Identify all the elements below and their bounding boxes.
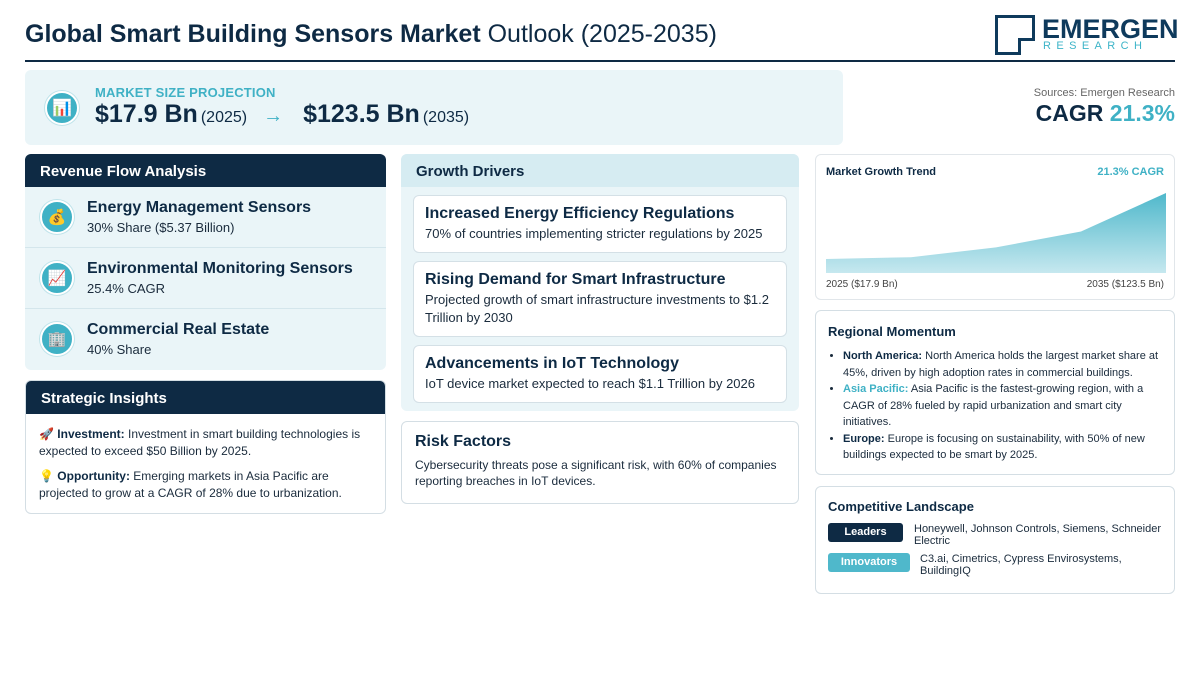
- projection-label: MARKET SIZE PROJECTION: [95, 85, 276, 100]
- x-tick-end: 2035 ($123.5 Bn): [1086, 279, 1164, 290]
- regional-momentum-panel: Regional Momentum North America: North A…: [815, 310, 1175, 475]
- competitive-landscape-panel: Competitive Landscape Leaders Honeywell,…: [815, 486, 1175, 594]
- arrow-right-icon: →: [263, 105, 284, 127]
- revenue-item: 💰 Energy Management Sensors 30% Share ($…: [25, 187, 386, 248]
- sources-text: Sources: Emergen Research: [1033, 87, 1175, 99]
- region-item: Europe: Europe is focusing on sustainabi…: [843, 431, 1162, 464]
- insight-label: Opportunity:: [57, 469, 130, 483]
- insight-text: Emerging markets in Asia Pacific are pro…: [39, 469, 342, 500]
- revenue-flow-title: Revenue Flow Analysis: [25, 154, 386, 187]
- leaders-list: Honeywell, Johnson Controls, Siemens, Sc…: [914, 523, 1162, 547]
- revenue-flow-panel: Revenue Flow Analysis 💰 Energy Managemen…: [25, 154, 386, 370]
- start-value: $17.9 Bn: [95, 100, 198, 128]
- driver-text: Projected growth of smart infrastructure…: [425, 292, 769, 325]
- building-icon: 🏢: [40, 322, 74, 356]
- driver-card: Advancements in IoT Technology IoT devic…: [413, 345, 787, 403]
- revenue-item-name: Commercial Real Estate: [87, 321, 270, 338]
- driver-text: 70% of countries implementing stricter r…: [425, 226, 763, 241]
- risk-factors-text: Cybersecurity threats pose a significant…: [415, 458, 777, 488]
- title-bold: Global Smart Building Sensors Market: [25, 20, 481, 48]
- risk-factors-title: Risk Factors: [415, 433, 512, 450]
- cagr-value: 21.3%: [1109, 100, 1175, 126]
- chart-title: Market Growth Trend: [826, 166, 937, 178]
- money-bag-icon: 💰: [40, 200, 74, 234]
- insight-text: Investment in smart building technologie…: [39, 427, 361, 458]
- region-text: Europe is focusing on sustainability, wi…: [843, 432, 1145, 462]
- header: Global Smart Building Sensors Market Out…: [25, 12, 1179, 62]
- market-growth-trend-chart: Market Growth Trend 21.3% CAGR 2025 ($17…: [815, 154, 1175, 300]
- revenue-item: 📈 Environmental Monitoring Sensors 25.4%…: [25, 248, 386, 309]
- driver-title: Advancements in IoT Technology: [425, 355, 679, 372]
- revenue-item: 🏢 Commercial Real Estate 40% Share: [25, 309, 386, 370]
- end-value: $123.5 Bn: [303, 100, 420, 128]
- region-label: Asia Pacific:: [843, 383, 909, 395]
- x-tick-start: 2025 ($17.9 Bn): [826, 279, 898, 290]
- cagr-headline: CAGR 21.3%: [1034, 100, 1175, 127]
- insight-item: 🚀 Investment: Investment in smart buildi…: [39, 426, 372, 460]
- driver-card: Rising Demand for Smart Infrastructure P…: [413, 261, 787, 337]
- cagr-label: CAGR: [1035, 100, 1104, 126]
- title-rest: Outlook (2025-2035): [487, 20, 717, 48]
- strategic-insights-title: Strategic Insights: [26, 381, 385, 414]
- revenue-item-name: Environmental Monitoring Sensors: [87, 260, 353, 277]
- growth-area-series: [826, 193, 1166, 273]
- region-label: Europe:: [843, 432, 885, 445]
- logo-main-text: EMERGEN: [1042, 14, 1179, 44]
- competitive-landscape-title: Competitive Landscape: [828, 499, 974, 514]
- revenue-item-detail: 25.4% CAGR: [87, 281, 166, 296]
- area-chart-svg: [826, 193, 1166, 273]
- page-title: Global Smart Building Sensors Market Out…: [25, 20, 717, 49]
- regional-list: North America: North America holds the l…: [828, 348, 1162, 464]
- logo-sub-text: RESEARCH: [1043, 40, 1148, 52]
- revenue-item-detail: 40% Share: [87, 342, 152, 357]
- risk-factors-panel: Risk Factors Cybersecurity threats pose …: [401, 421, 799, 504]
- region-text: Asia Pacific is the fastest-growing regi…: [843, 383, 1144, 428]
- lightbulb-icon: 💡: [39, 469, 54, 483]
- region-item: North America: North America holds the l…: [843, 348, 1162, 381]
- start-year: (2025): [200, 109, 248, 126]
- strategic-insights-panel: Strategic Insights 🚀 Investment: Investm…: [25, 380, 386, 514]
- growth-drivers-panel: Growth Drivers Increased Energy Efficien…: [401, 154, 799, 411]
- chart-cagr-annotation: 21.3% CAGR: [1097, 166, 1164, 178]
- innovators-badge: Innovators: [828, 553, 910, 572]
- leaders-badge: Leaders: [828, 523, 903, 542]
- end-year: (2035): [422, 109, 470, 126]
- market-size-projection: 📊 MARKET SIZE PROJECTION $17.9 Bn (2025) →…: [25, 70, 843, 145]
- insight-item: 💡 Opportunity: Emerging markets in Asia …: [39, 468, 372, 502]
- revenue-item-name: Energy Management Sensors: [87, 199, 312, 216]
- driver-title: Rising Demand for Smart Infrastructure: [425, 271, 726, 288]
- growth-drivers-title: Growth Drivers: [401, 154, 799, 187]
- driver-card: Increased Energy Efficiency Regulations …: [413, 195, 787, 253]
- innovators-list: C3.ai, Cimetrics, Cypress Envirosystems,…: [920, 553, 1122, 577]
- region-label: North America:: [843, 350, 923, 362]
- regional-momentum-title: Regional Momentum: [828, 324, 956, 339]
- bar-chart-icon: 📊: [45, 91, 79, 125]
- brand-logo: EMERGEN RESEARCH: [995, 13, 1179, 55]
- logo-mark-icon: [995, 15, 1035, 55]
- region-text: North America holds the largest market s…: [843, 350, 1159, 379]
- driver-title: Increased Energy Efficiency Regulations: [425, 205, 735, 222]
- insight-label: Investment:: [57, 427, 125, 441]
- revenue-item-detail: 30% Share ($5.37 Billion): [87, 220, 235, 235]
- trend-chart-icon: 📈: [40, 261, 74, 295]
- driver-text: IoT device market expected to reach $1.1…: [425, 376, 756, 391]
- cagr-summary: Sources: Emergen Research CAGR 21.3%: [1034, 87, 1175, 127]
- projection-values: $17.9 Bn (2025) → $123.5 Bn (2035): [95, 100, 469, 129]
- rocket-icon: 🚀: [39, 427, 54, 441]
- region-item: Asia Pacific: Asia Pacific is the fastes…: [843, 381, 1162, 431]
